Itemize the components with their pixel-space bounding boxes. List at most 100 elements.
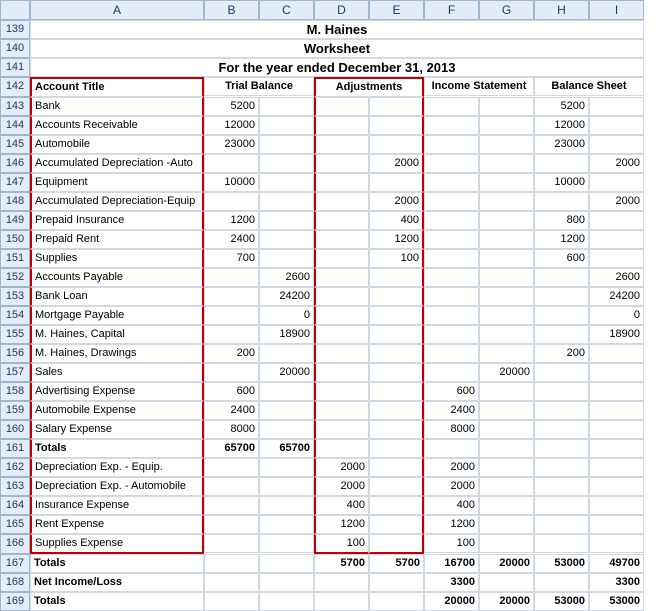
cell-G154[interactable] xyxy=(479,306,534,325)
cell-F143[interactable] xyxy=(424,97,479,116)
row-header-152[interactable]: 152 xyxy=(0,268,30,287)
cell-E147[interactable] xyxy=(369,173,424,192)
cell-C154[interactable]: 0 xyxy=(259,306,314,325)
cell-A169[interactable]: Totals xyxy=(30,592,204,611)
cell-I155[interactable]: 18900 xyxy=(589,325,644,344)
cell-I165[interactable] xyxy=(589,515,644,534)
cell-D157[interactable] xyxy=(314,363,369,382)
cell-D156[interactable] xyxy=(314,344,369,363)
cell-F153[interactable] xyxy=(424,287,479,306)
cell-G143[interactable] xyxy=(479,97,534,116)
cell-I153[interactable]: 24200 xyxy=(589,287,644,306)
cell-H150[interactable]: 1200 xyxy=(534,230,589,249)
cell-D163[interactable]: 2000 xyxy=(314,477,369,496)
row-header-169[interactable]: 169 xyxy=(0,592,30,611)
cell-C169[interactable] xyxy=(259,592,314,611)
cell-A154[interactable]: Mortgage Payable xyxy=(30,306,204,325)
cell-C167[interactable] xyxy=(259,554,314,573)
col-header-H[interactable]: H xyxy=(534,0,589,20)
cell-H152[interactable] xyxy=(534,268,589,287)
cell-H153[interactable] xyxy=(534,287,589,306)
cell-D159[interactable] xyxy=(314,401,369,420)
cell-D150[interactable] xyxy=(314,230,369,249)
cell-D148[interactable] xyxy=(314,192,369,211)
cell-D147[interactable] xyxy=(314,173,369,192)
cell-B157[interactable] xyxy=(204,363,259,382)
cell-B167[interactable] xyxy=(204,554,259,573)
cell-I151[interactable] xyxy=(589,249,644,268)
cell-I150[interactable] xyxy=(589,230,644,249)
cell-I148[interactable]: 2000 xyxy=(589,192,644,211)
cell-G156[interactable] xyxy=(479,344,534,363)
cell-A148[interactable]: Accumulated Depreciation-Equip xyxy=(30,192,204,211)
cell-D158[interactable] xyxy=(314,382,369,401)
cell-A150[interactable]: Prepaid Rent xyxy=(30,230,204,249)
cell-H166[interactable] xyxy=(534,534,589,553)
cell-E148[interactable]: 2000 xyxy=(369,192,424,211)
cell-D146[interactable] xyxy=(314,154,369,173)
cell-D162[interactable]: 2000 xyxy=(314,458,369,477)
cell-E162[interactable] xyxy=(369,458,424,477)
cell-C163[interactable] xyxy=(259,477,314,496)
cell-H161[interactable] xyxy=(534,439,589,458)
cell-F158[interactable]: 600 xyxy=(424,382,479,401)
cell-E158[interactable] xyxy=(369,382,424,401)
cell-A149[interactable]: Prepaid Insurance xyxy=(30,211,204,230)
cell-G167[interactable]: 20000 xyxy=(479,554,534,573)
title-row-139[interactable]: M. Haines xyxy=(30,20,644,39)
cell-E145[interactable] xyxy=(369,135,424,154)
cell-I157[interactable] xyxy=(589,363,644,382)
cell-B147[interactable]: 10000 xyxy=(204,173,259,192)
cell-F163[interactable]: 2000 xyxy=(424,477,479,496)
cell-F157[interactable] xyxy=(424,363,479,382)
row-header-166[interactable]: 166 xyxy=(0,534,30,554)
cell-C146[interactable] xyxy=(259,154,314,173)
cell-G147[interactable] xyxy=(479,173,534,192)
cell-B168[interactable] xyxy=(204,573,259,592)
hdr-account-title[interactable]: Account Title xyxy=(30,77,204,97)
spreadsheet-grid[interactable]: ABCDEFGHI139M. Haines140Worksheet141For … xyxy=(0,0,656,611)
row-header-159[interactable]: 159 xyxy=(0,401,30,420)
cell-E160[interactable] xyxy=(369,420,424,439)
cell-G152[interactable] xyxy=(479,268,534,287)
cell-A168[interactable]: Net Income/Loss xyxy=(30,573,204,592)
cell-E150[interactable]: 1200 xyxy=(369,230,424,249)
col-header-C[interactable]: C xyxy=(259,0,314,20)
row-header-168[interactable]: 168 xyxy=(0,573,30,592)
cell-G163[interactable] xyxy=(479,477,534,496)
cell-D161[interactable] xyxy=(314,439,369,458)
col-header-G[interactable]: G xyxy=(479,0,534,20)
cell-E144[interactable] xyxy=(369,116,424,135)
cell-I145[interactable] xyxy=(589,135,644,154)
col-header-F[interactable]: F xyxy=(424,0,479,20)
cell-F152[interactable] xyxy=(424,268,479,287)
cell-B161[interactable]: 65700 xyxy=(204,439,259,458)
cell-A166[interactable]: Supplies Expense xyxy=(30,534,204,554)
row-header-146[interactable]: 146 xyxy=(0,154,30,173)
cell-E149[interactable]: 400 xyxy=(369,211,424,230)
row-header-156[interactable]: 156 xyxy=(0,344,30,363)
cell-A161[interactable]: Totals xyxy=(30,439,204,458)
cell-D153[interactable] xyxy=(314,287,369,306)
cell-H167[interactable]: 53000 xyxy=(534,554,589,573)
cell-A151[interactable]: Supplies xyxy=(30,249,204,268)
cell-F169[interactable]: 20000 xyxy=(424,592,479,611)
cell-B148[interactable] xyxy=(204,192,259,211)
cell-A158[interactable]: Advertising Expense xyxy=(30,382,204,401)
cell-G145[interactable] xyxy=(479,135,534,154)
row-header-162[interactable]: 162 xyxy=(0,458,30,477)
cell-G148[interactable] xyxy=(479,192,534,211)
cell-E159[interactable] xyxy=(369,401,424,420)
cell-F151[interactable] xyxy=(424,249,479,268)
cell-B166[interactable] xyxy=(204,534,259,553)
col-header-D[interactable]: D xyxy=(314,0,369,20)
cell-F167[interactable]: 16700 xyxy=(424,554,479,573)
cell-I161[interactable] xyxy=(589,439,644,458)
cell-H151[interactable]: 600 xyxy=(534,249,589,268)
cell-H164[interactable] xyxy=(534,496,589,515)
cell-C143[interactable] xyxy=(259,97,314,116)
cell-G161[interactable] xyxy=(479,439,534,458)
row-header-164[interactable]: 164 xyxy=(0,496,30,515)
cell-B169[interactable] xyxy=(204,592,259,611)
cell-H165[interactable] xyxy=(534,515,589,534)
